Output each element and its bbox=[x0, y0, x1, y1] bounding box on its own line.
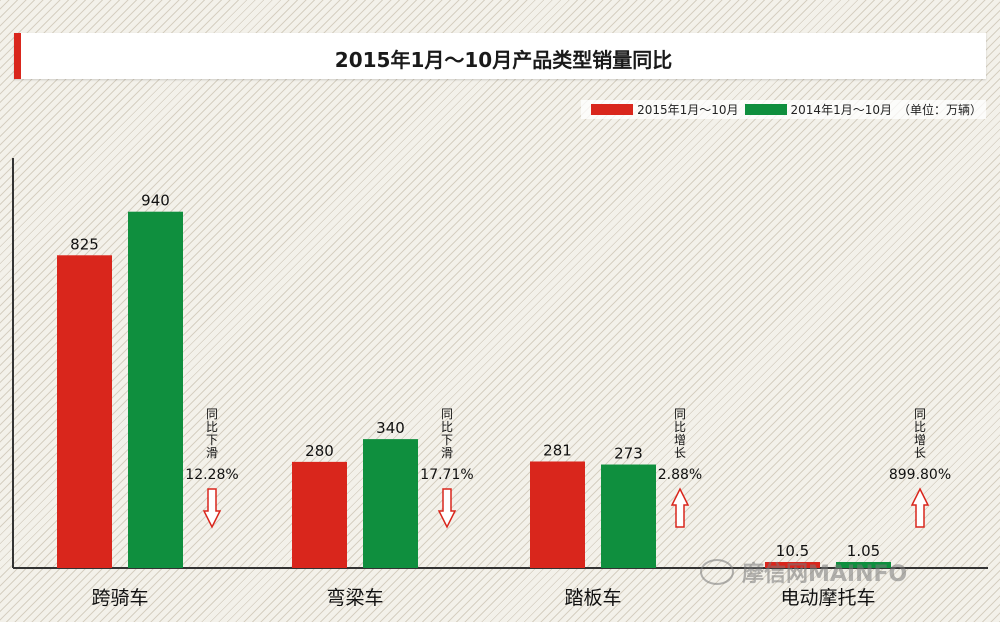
annotation-char-wanliang-0: 同 bbox=[441, 407, 453, 421]
annotation-value-taban: 2.88% bbox=[658, 467, 702, 483]
data-label-diandong-2015: 10.5 bbox=[776, 542, 809, 560]
category-label-diandong: 电动摩托车 bbox=[780, 587, 875, 609]
bar-kuaqi-2015 bbox=[57, 255, 112, 569]
arrow-up-diandong bbox=[910, 487, 930, 528]
watermark: 摩信网MAINFO bbox=[700, 556, 907, 588]
data-label-kuaqi-2014: 940 bbox=[141, 192, 170, 210]
bar-taban-2014 bbox=[601, 464, 656, 568]
data-label-taban-2014: 273 bbox=[614, 445, 643, 463]
data-label-kuaqi-2015: 825 bbox=[70, 235, 99, 253]
data-label-taban-2015: 281 bbox=[543, 441, 572, 459]
annotation-value-kuaqi: 12.28% bbox=[185, 467, 238, 483]
arrow-down-wanliang bbox=[437, 488, 457, 529]
legend-label-2015: 2015年1月～10月 bbox=[637, 103, 739, 117]
unit-label: （单位：万辆） bbox=[897, 103, 982, 117]
annotation-char-kuaqi-3: 滑 bbox=[206, 446, 218, 460]
data-label-wanliang-2014: 340 bbox=[376, 419, 405, 437]
annotation-char-taban-1: 比 bbox=[674, 420, 686, 434]
wechat-icon bbox=[700, 559, 734, 585]
data-label-wanliang-2015: 280 bbox=[305, 442, 334, 460]
legend-item-2014: 2014年1月～10月 bbox=[744, 101, 892, 118]
bar-diandong-2014 bbox=[836, 562, 891, 568]
arrow-up-taban bbox=[670, 487, 690, 528]
category-label-kuaqi: 跨骑车 bbox=[91, 587, 148, 609]
bar-kuaqi-2014 bbox=[128, 211, 183, 568]
annotation-char-taban-2: 增 bbox=[674, 433, 686, 447]
chart-title-box: 2015年1月～10月产品类型销量同比 bbox=[14, 33, 986, 79]
annotation-char-diandong-2: 增 bbox=[914, 433, 926, 447]
bar-wanliang-2015 bbox=[292, 461, 347, 568]
annotation-char-diandong-0: 同 bbox=[914, 407, 926, 421]
annotation-char-kuaqi-1: 比 bbox=[206, 420, 218, 434]
chart-title: 2015年1月～10月产品类型销量同比 bbox=[334, 48, 673, 72]
arrow-down-kuaqi bbox=[202, 488, 222, 529]
annotation-char-kuaqi-0: 同 bbox=[206, 407, 218, 421]
bar-taban-2015 bbox=[530, 461, 585, 568]
category-label-wanliang: 弯梁车 bbox=[326, 587, 383, 609]
annotation-value-diandong: 899.80% bbox=[889, 467, 951, 483]
annotation-char-diandong-3: 长 bbox=[914, 446, 926, 460]
legend-swatch-2014 bbox=[744, 104, 787, 115]
annotation-char-wanliang-2: 下 bbox=[441, 433, 453, 447]
bar-wanliang-2014 bbox=[363, 439, 418, 568]
annotation-char-taban-3: 长 bbox=[674, 446, 686, 460]
annotation-char-kuaqi-2: 下 bbox=[206, 433, 218, 447]
annotation-char-wanliang-1: 比 bbox=[441, 420, 453, 434]
legend-label-2014: 2014年1月～10月 bbox=[790, 103, 892, 117]
watermark-text: 摩信网MAINFO bbox=[742, 562, 908, 587]
data-label-diandong-2014: 1.05 bbox=[847, 542, 880, 560]
annotation-char-wanliang-3: 滑 bbox=[441, 446, 453, 460]
annotation-value-wanliang: 17.71% bbox=[420, 467, 473, 483]
category-label-taban: 踏板车 bbox=[564, 587, 621, 609]
annotation-char-diandong-1: 比 bbox=[914, 420, 926, 434]
annotation-char-taban-0: 同 bbox=[674, 407, 686, 421]
legend: 2015年1月～10月 2014年1月～10月 （单位：万辆） bbox=[581, 100, 986, 119]
legend-item-2015: 2015年1月～10月 bbox=[591, 101, 739, 118]
bar-diandong-2015 bbox=[765, 562, 820, 568]
legend-swatch-2015 bbox=[591, 104, 634, 115]
